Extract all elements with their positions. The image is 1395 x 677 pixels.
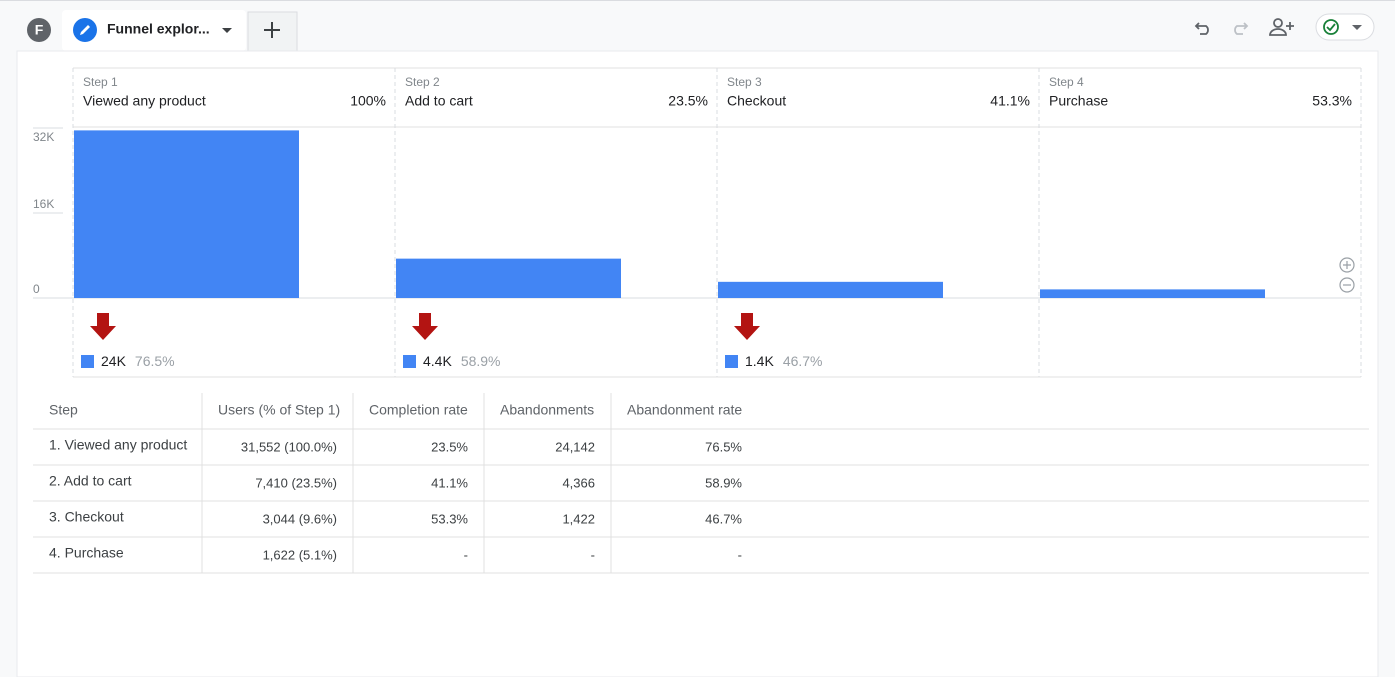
table-cell: 31,552 (100.0%) (241, 439, 337, 454)
bar (718, 281, 943, 298)
step-label: Step 3 (727, 75, 762, 89)
step-name: Purchase (1049, 93, 1108, 109)
zoom[interactable] (1339, 257, 1355, 293)
bar (396, 258, 621, 298)
legend-square (403, 355, 416, 368)
redo[interactable] (1234, 22, 1249, 35)
step-name: Checkout (727, 93, 786, 109)
plus-icon (264, 22, 280, 38)
table-cell: 2. Add to cart (49, 473, 132, 489)
table-cell: 4. Purchase (49, 545, 124, 561)
table-cell: 41.1% (431, 475, 468, 490)
y-tick-label: 0 (33, 282, 40, 296)
check (1326, 23, 1336, 32)
step-name: Viewed any product (83, 93, 206, 109)
step-label: Step 1 (83, 75, 118, 89)
table-cell: 3. Checkout (49, 509, 124, 525)
abandon-rate: 58.9% (461, 353, 501, 369)
abandon-arrow (412, 313, 438, 340)
avatar[interactable] (27, 18, 51, 42)
column-header: Abandonment rate (627, 402, 742, 418)
abandon-label: 24K 76.5% (101, 353, 175, 369)
step-label: Step 2 (405, 75, 440, 89)
legend-square (725, 355, 738, 368)
abandon-rate: 76.5% (135, 353, 175, 369)
share[interactable] (1269, 18, 1294, 36)
table-cell: 24,142 (555, 439, 595, 454)
table-cell: 58.9% (705, 475, 742, 490)
column-header: Step (49, 402, 78, 418)
check-circle (1323, 19, 1339, 35)
tab-title: Funnel explor... (107, 21, 210, 37)
step-rate: 100% (350, 93, 386, 109)
table-cell: 1. Viewed any product (49, 437, 187, 453)
step-rate: 53.3% (1312, 93, 1352, 109)
step-label: Step 4 (1049, 75, 1084, 89)
pencil (80, 25, 90, 35)
bar (74, 130, 299, 298)
abandon-count: 4.4K (423, 353, 452, 369)
table-cell: 76.5% (705, 439, 742, 454)
y-tick-label: 32K (33, 130, 54, 144)
table-cell: 3,044 (9.6%) (263, 511, 337, 526)
abandon-count: 1.4K (745, 353, 774, 369)
table-cell: 1,622 (5.1%) (263, 547, 337, 562)
abandon-label: 1.4K 46.7% (745, 353, 823, 369)
step-rate: 41.1% (990, 93, 1030, 109)
abandon-arrow (734, 313, 760, 340)
table-cell: 23.5% (431, 439, 468, 454)
step-name: Add to cart (405, 93, 473, 109)
column-header: Abandonments (500, 402, 594, 418)
undo[interactable] (1194, 22, 1209, 35)
column-header: Users (% of Step 1) (218, 402, 340, 418)
abandon-count: 24K (101, 353, 127, 369)
y-tick-label: 16K (33, 197, 54, 211)
legend-square (81, 355, 94, 368)
abandon-rate: 46.7% (783, 353, 823, 369)
table-cell: 1,422 (562, 511, 595, 526)
abandon-arrow (90, 313, 116, 340)
tab[interactable] (62, 10, 246, 51)
step-rate: 23.5% (668, 93, 708, 109)
tab-dropdown[interactable] (222, 28, 232, 33)
bar (1040, 289, 1265, 298)
avatar-letter: F (35, 22, 44, 38)
status-dropdown (1352, 25, 1362, 30)
table-cell: 53.3% (431, 511, 468, 526)
table-cell: 4,366 (562, 475, 595, 490)
table-cell: 46.7% (705, 511, 742, 526)
table-cell: - (738, 547, 742, 562)
table-cell: - (464, 547, 468, 562)
top-border (0, 0, 1395, 1)
table-cell: - (591, 547, 595, 562)
column-header: Completion rate (369, 402, 468, 418)
abandon-label: 4.4K 58.9% (423, 353, 501, 369)
table-cell: 7,410 (23.5%) (255, 475, 337, 490)
